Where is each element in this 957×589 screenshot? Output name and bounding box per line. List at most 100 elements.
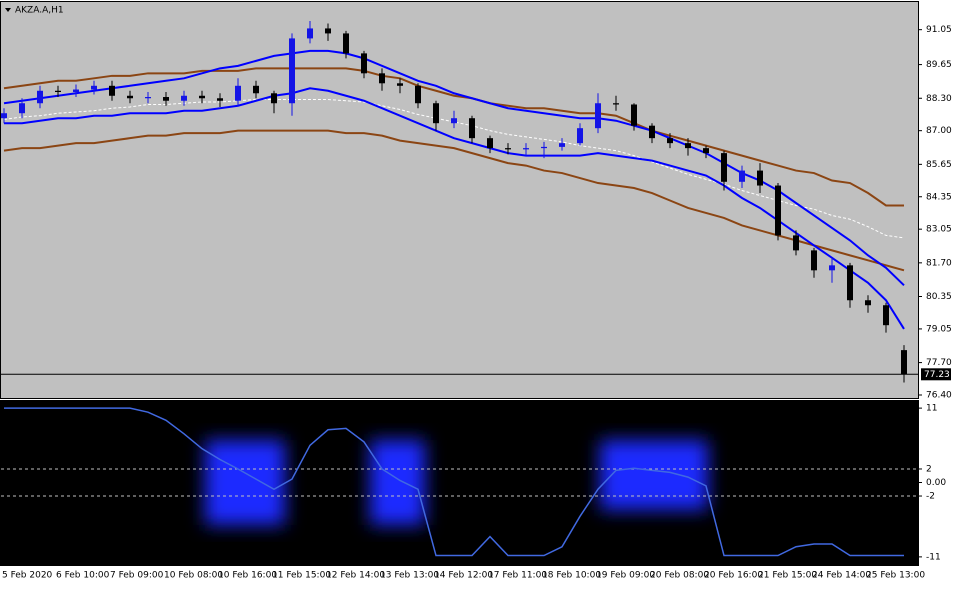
candle-body (577, 128, 583, 144)
candle-body (613, 103, 619, 105)
x-tick-label: 11 Feb 15:00 (272, 571, 331, 581)
candle-body (271, 93, 277, 104)
x-tick-label: 13 Feb 13:00 (380, 571, 439, 581)
y-tick-label: 0.00 (926, 478, 946, 488)
candle-body (379, 73, 385, 84)
candle-body (631, 104, 637, 126)
y-tick-label: 81.70 (926, 258, 952, 268)
candle-body (523, 148, 529, 150)
menu-arrow[interactable] (5, 8, 11, 12)
indicator-line (4, 407, 904, 557)
candle-body (829, 265, 835, 271)
x-tick-label: 25 Feb 13:00 (866, 571, 925, 581)
x-tick-label: 14 Feb 12:00 (434, 571, 493, 581)
x-tick-label: 10 Feb 08:00 (164, 571, 223, 581)
candle-body (541, 146, 547, 149)
candle-body (217, 98, 223, 101)
price-label: 77.23 (924, 370, 950, 380)
main-panel (0, 1, 919, 399)
candle-body (415, 85, 421, 104)
x-tick-label: 20 Feb 08:00 (650, 571, 709, 581)
candle-body (199, 95, 205, 99)
candle-body (757, 170, 763, 186)
x-tick-label: 24 Feb 14:00 (812, 571, 871, 581)
candle-body (649, 125, 655, 139)
candle-body (847, 265, 853, 301)
candle-body (145, 97, 151, 99)
glow (370, 440, 425, 525)
y-tick-label: 89.65 (926, 60, 952, 70)
candle-body (883, 305, 889, 326)
y-tick-label: -11 (926, 552, 941, 562)
candle-body (37, 90, 43, 104)
candle-body (793, 235, 799, 251)
glow-group (205, 440, 708, 525)
glow (600, 440, 708, 510)
y-tick-label: 76.40 (926, 391, 952, 401)
candle-body (667, 138, 673, 144)
price-label-box (921, 368, 951, 381)
candle-body (181, 95, 187, 101)
x-tick-label: 18 Feb 10:00 (542, 571, 601, 581)
band-line (3, 49, 905, 287)
candle-body (739, 170, 745, 182)
band-line (3, 99, 905, 239)
y-tick-label: 88.30 (926, 94, 952, 104)
candle-body (1, 113, 7, 119)
candle-body (451, 118, 457, 124)
y-tick-label: 91.05 (926, 25, 952, 35)
candle-body (721, 153, 727, 182)
candle-body (109, 85, 115, 96)
candle-body (19, 103, 25, 114)
y-tick-label: 84.35 (926, 192, 952, 202)
candle-body (343, 33, 349, 54)
candle-body (595, 103, 601, 129)
candle-body (289, 38, 295, 104)
candle-body (559, 143, 565, 147)
x-tick-label: 19 Feb 09:00 (596, 571, 655, 581)
candle-body (235, 85, 241, 101)
candle-body (361, 53, 367, 74)
candle-body (901, 350, 907, 375)
x-tick-label: 10 Feb 16:00 (218, 571, 277, 581)
x-tick-label: 12 Feb 14:00 (326, 571, 385, 581)
candle-body (487, 138, 493, 149)
candle-body (811, 250, 817, 271)
y-tick-label: 77.70 (926, 358, 952, 368)
candle-body (775, 185, 781, 236)
candle-body (469, 118, 475, 139)
candle-body (55, 90, 61, 93)
x-tick-label: 5 Feb 2020 (2, 571, 53, 581)
x-tick-label: 17 Feb 11:00 (488, 571, 547, 581)
candle-body (703, 148, 709, 154)
candle-body (865, 300, 871, 306)
y-tick-label: 79.05 (926, 324, 952, 334)
y-tick-label: 83.05 (926, 225, 952, 235)
candle-body (325, 28, 331, 34)
candle-body (127, 95, 133, 99)
y-tick-label: 85.65 (926, 160, 952, 170)
x-tick-label: 21 Feb 15:00 (758, 571, 817, 581)
y-tick-label: -2 (926, 492, 935, 502)
candle-body (685, 143, 691, 149)
y-tick-label: 80.35 (926, 292, 952, 302)
candle-body (505, 148, 511, 150)
candle-body (91, 85, 97, 90)
y-tick-label: 2 (926, 464, 932, 474)
band-line (4, 87, 905, 330)
indicator-panel (0, 400, 919, 566)
candle-body (163, 97, 169, 101)
candle-body (433, 103, 439, 124)
band-line (3, 67, 904, 207)
band-line (3, 129, 905, 272)
y-tick-label: 87.00 (926, 126, 952, 136)
chart-title: AKZA.A,H1 (15, 6, 64, 16)
x-tick-label: 7 Feb 09:00 (110, 571, 164, 581)
candle-body (307, 28, 313, 39)
candle-body (253, 85, 259, 94)
candle-body (397, 83, 403, 86)
y-tick-label: 11 (926, 404, 937, 414)
candle-body (73, 89, 79, 93)
x-tick-label: 6 Feb 10:00 (56, 571, 110, 581)
